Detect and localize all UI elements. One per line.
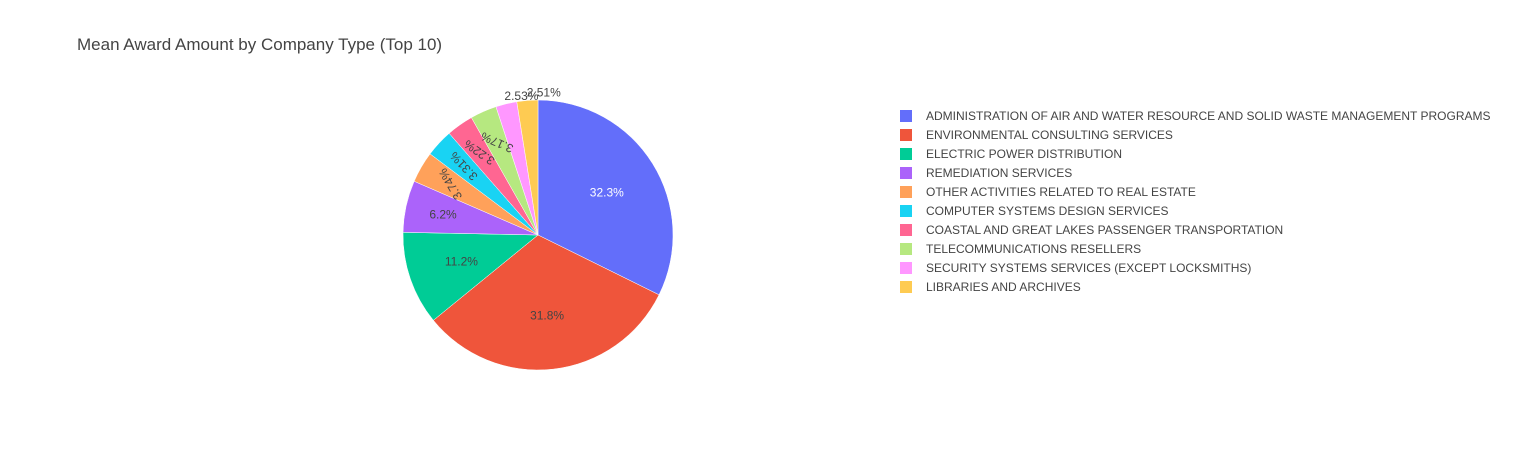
legend-label: COASTAL AND GREAT LAKES PASSENGER TRANSP… bbox=[926, 222, 1284, 237]
legend-swatch bbox=[900, 261, 912, 274]
legend-label: TELECOMMUNICATIONS RESELLERS bbox=[926, 241, 1142, 256]
slice-label-1: 32.3% bbox=[590, 185, 624, 199]
legend-swatch bbox=[900, 185, 912, 198]
legend-swatch bbox=[900, 166, 912, 179]
legend-item-3[interactable]: ELECTRIC POWER DISTRIBUTION bbox=[900, 144, 1491, 163]
legend-item-1[interactable]: ADMINISTRATION OF AIR AND WATER RESOURCE… bbox=[900, 106, 1491, 125]
legend-label: LIBRARIES AND ARCHIVES bbox=[926, 279, 1081, 294]
legend-item-5[interactable]: OTHER ACTIVITIES RELATED TO REAL ESTATE bbox=[900, 182, 1491, 201]
legend-item-9[interactable]: SECURITY SYSTEMS SERVICES (EXCEPT LOCKSM… bbox=[900, 258, 1491, 277]
legend-label: ADMINISTRATION OF AIR AND WATER RESOURCE… bbox=[926, 108, 1491, 123]
legend-label: OTHER ACTIVITIES RELATED TO REAL ESTATE bbox=[926, 184, 1196, 199]
pie-slice-2[interactable] bbox=[433, 234, 660, 371]
legend-item-6[interactable]: COMPUTER SYSTEMS DESIGN SERVICES bbox=[900, 201, 1491, 220]
slice-label-10: 2.51% bbox=[527, 85, 561, 99]
legend-swatch bbox=[900, 223, 912, 236]
legend: ADMINISTRATION OF AIR AND WATER RESOURCE… bbox=[900, 106, 1491, 296]
slice-label-3: 11.2% bbox=[445, 254, 478, 268]
pie-slice-1[interactable] bbox=[537, 99, 674, 296]
chart-title: Mean Award Amount by Company Type (Top 1… bbox=[77, 35, 443, 54]
legend-item-4[interactable]: REMEDIATION SERVICES bbox=[900, 163, 1491, 182]
legend-swatch bbox=[900, 242, 912, 255]
slice-label-2: 31.8% bbox=[530, 308, 564, 322]
legend-item-7[interactable]: COASTAL AND GREAT LAKES PASSENGER TRANSP… bbox=[900, 220, 1491, 239]
legend-swatch bbox=[900, 128, 912, 141]
legend-swatch bbox=[900, 109, 912, 122]
legend-item-8[interactable]: TELECOMMUNICATIONS RESELLERS bbox=[900, 239, 1491, 258]
legend-label: COMPUTER SYSTEMS DESIGN SERVICES bbox=[926, 203, 1169, 218]
legend-label: REMEDIATION SERVICES bbox=[926, 165, 1073, 180]
pie-slices bbox=[402, 99, 674, 371]
legend-label: SECURITY SYSTEMS SERVICES (EXCEPT LOCKSM… bbox=[926, 260, 1252, 275]
legend-label: ENVIRONMENTAL CONSULTING SERVICES bbox=[926, 127, 1173, 142]
slice-label-9: 2.53% bbox=[504, 89, 538, 103]
legend-item-2[interactable]: ENVIRONMENTAL CONSULTING SERVICES bbox=[900, 125, 1491, 144]
legend-label: ELECTRIC POWER DISTRIBUTION bbox=[926, 146, 1123, 161]
legend-swatch bbox=[900, 147, 912, 160]
legend-swatch bbox=[900, 280, 912, 293]
pie-slice-10[interactable] bbox=[516, 99, 539, 236]
pie-slice-3[interactable] bbox=[402, 232, 539, 321]
legend-swatch bbox=[900, 204, 912, 217]
slice-label-4: 6.2% bbox=[429, 207, 457, 221]
legend-item-10[interactable]: LIBRARIES AND ARCHIVES bbox=[900, 277, 1491, 296]
